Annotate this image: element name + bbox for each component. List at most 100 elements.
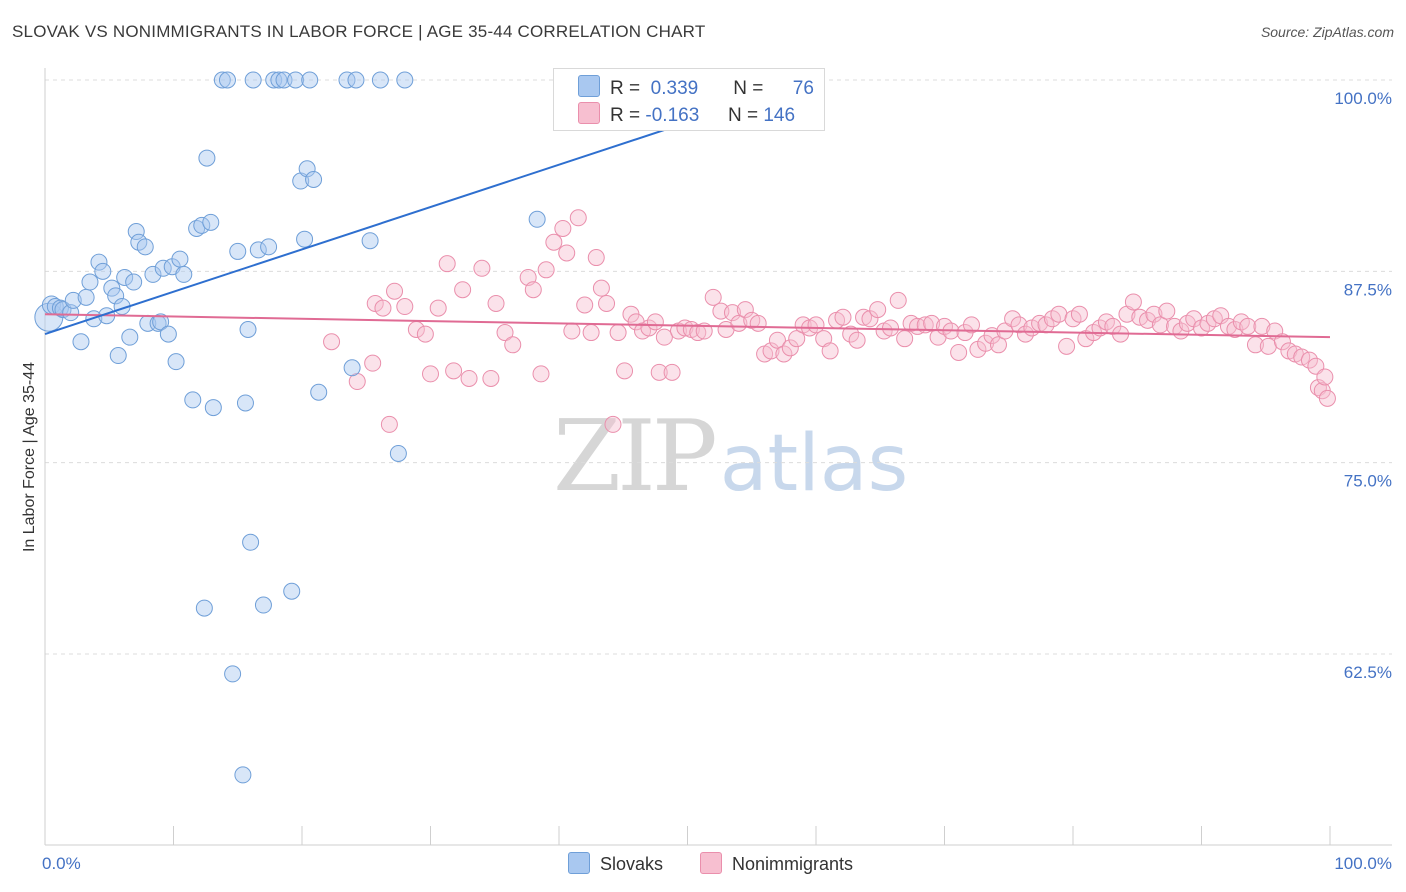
correlation-legend: R = 0.339 N = 76 R = -0.163 N = 146 <box>553 68 825 131</box>
slovaks-points <box>35 72 824 783</box>
nonimmigrants-point-12 <box>439 256 455 272</box>
nonimmigrants-point-29 <box>570 210 586 226</box>
slovaks-point-31 <box>168 354 184 370</box>
nonimmigrants-point-22 <box>525 282 541 298</box>
slovaks-point-49 <box>245 72 261 88</box>
nonimmigrants-point-25 <box>546 234 562 250</box>
legend-item-slovaks: Slovaks <box>568 852 663 875</box>
slovaks-point-62 <box>306 171 322 187</box>
y-tick-label-1: 75.0% <box>1344 472 1392 491</box>
legend-row-nonimm: R = -0.163 N = 146 <box>578 102 795 127</box>
nonimmigrants-point-58 <box>750 315 766 331</box>
slovaks-point-20 <box>126 274 142 290</box>
slovaks-point-9 <box>82 274 98 290</box>
nonimmigrants-point-26 <box>555 220 571 236</box>
slovak-n-value: 76 <box>774 78 814 100</box>
nonimmigrants-point-88 <box>951 344 967 360</box>
slovaks-point-38 <box>199 150 215 166</box>
slovaks-point-16 <box>110 348 126 364</box>
nonimmigrants-point-37 <box>617 363 633 379</box>
slovak-r-label: R = <box>610 78 640 99</box>
slovaks-point-69 <box>390 445 406 461</box>
y-tick-label-0: 62.5% <box>1344 663 1392 682</box>
slovaks-point-23 <box>137 239 153 255</box>
nonimmigrants-point-10 <box>423 366 439 382</box>
nonimmigrants-point-14 <box>455 282 471 298</box>
nonimmigrants-point-36 <box>610 325 626 341</box>
nonimmigrants-point-33 <box>593 280 609 296</box>
nonimmigrants-point-76 <box>870 302 886 318</box>
nonimm-swatch <box>578 102 600 124</box>
slovaks-point-66 <box>348 72 364 88</box>
slovaks-point-40 <box>205 400 221 416</box>
slovaks-point-52 <box>261 239 277 255</box>
nonimmigrants-point-5 <box>381 416 397 432</box>
slovak-n-label: N = <box>733 78 763 99</box>
slovaks-point-44 <box>230 243 246 259</box>
legend-item-nonimmigrants: Nonimmigrants <box>700 852 853 875</box>
nonimmigrants-point-106 <box>1071 306 1087 322</box>
x-tick-label-1: 100.0% <box>1334 854 1392 873</box>
slovaks-point-7 <box>73 334 89 350</box>
nonimm-r-label: R = <box>610 105 640 126</box>
nonimmigrants-point-79 <box>890 292 906 308</box>
nonimm-n-value: 146 <box>763 105 795 126</box>
nonimmigrants-legend-swatch <box>700 852 722 874</box>
nonimmigrants-point-11 <box>430 300 446 316</box>
nonimmigrants-point-145 <box>1319 390 1335 406</box>
slovaks-point-45 <box>235 767 251 783</box>
slovaks-point-43 <box>225 666 241 682</box>
slovaks-point-67 <box>362 233 378 249</box>
slovaks-point-65 <box>344 360 360 376</box>
slovaks-point-71 <box>529 211 545 227</box>
nonimmigrants-point-114 <box>1125 294 1141 310</box>
slovaks-point-37 <box>196 600 212 616</box>
y-tick-label-2: 87.5% <box>1344 280 1392 299</box>
nonimmigrants-point-34 <box>599 295 615 311</box>
nonimmigrants-point-15 <box>461 370 477 386</box>
nonimmigrants-point-7 <box>397 299 413 315</box>
axes <box>45 68 1392 845</box>
nonimmigrants-point-9 <box>417 326 433 342</box>
slovaks-point-33 <box>176 266 192 282</box>
slovaks-point-59 <box>297 231 313 247</box>
nonimmigrants-point-78 <box>883 320 899 336</box>
nonimm-n-label: N = <box>728 105 758 126</box>
nonimmigrants-point-44 <box>656 329 672 345</box>
nonimmigrants-legend-label: Nonimmigrants <box>732 854 853 874</box>
nonimm-r-value: -0.163 <box>645 105 717 127</box>
nonimmigrants-point-17 <box>483 370 499 386</box>
slovak-r-value: 0.339 <box>651 78 723 100</box>
nonimmigrants-point-42 <box>647 314 663 330</box>
x-tick-label-0: 0.0% <box>42 854 81 873</box>
slovaks-point-19 <box>122 329 138 345</box>
slovaks-point-12 <box>95 263 111 279</box>
nonimmigrants-point-69 <box>822 343 838 359</box>
nonimmigrants-point-27 <box>559 245 575 261</box>
nonimmigrants-point-45 <box>664 364 680 380</box>
slovaks-legend-swatch <box>568 852 590 874</box>
slovaks-point-29 <box>160 326 176 342</box>
slovaks-point-57 <box>288 72 304 88</box>
nonimmigrants-point-31 <box>583 325 599 341</box>
slovaks-legend-label: Slovaks <box>600 854 663 874</box>
slovaks-point-61 <box>302 72 318 88</box>
slovaks-point-47 <box>240 321 256 337</box>
gridlines <box>45 80 1392 654</box>
slovak-swatch <box>578 75 600 97</box>
slovaks-point-39 <box>203 214 219 230</box>
nonimmigrants-point-32 <box>588 250 604 266</box>
slovaks-point-42 <box>219 72 235 88</box>
nonimmigrants-point-16 <box>474 260 490 276</box>
nonimmigrants-point-2 <box>365 355 381 371</box>
slovaks-point-48 <box>243 534 259 550</box>
slovaks-point-34 <box>185 392 201 408</box>
nonimmigrants-point-18 <box>488 295 504 311</box>
nonimmigrants-point-28 <box>564 323 580 339</box>
slovaks-point-68 <box>372 72 388 88</box>
axis-labels: 62.5%75.0%87.5%100.0%0.0% 100.0%In Labor … <box>21 89 1392 873</box>
nonimmigrants-point-23 <box>533 366 549 382</box>
nonimmigrants-point-30 <box>577 297 593 313</box>
y-tick-label-3: 100.0% <box>1334 89 1392 108</box>
slovaks-point-51 <box>255 597 271 613</box>
